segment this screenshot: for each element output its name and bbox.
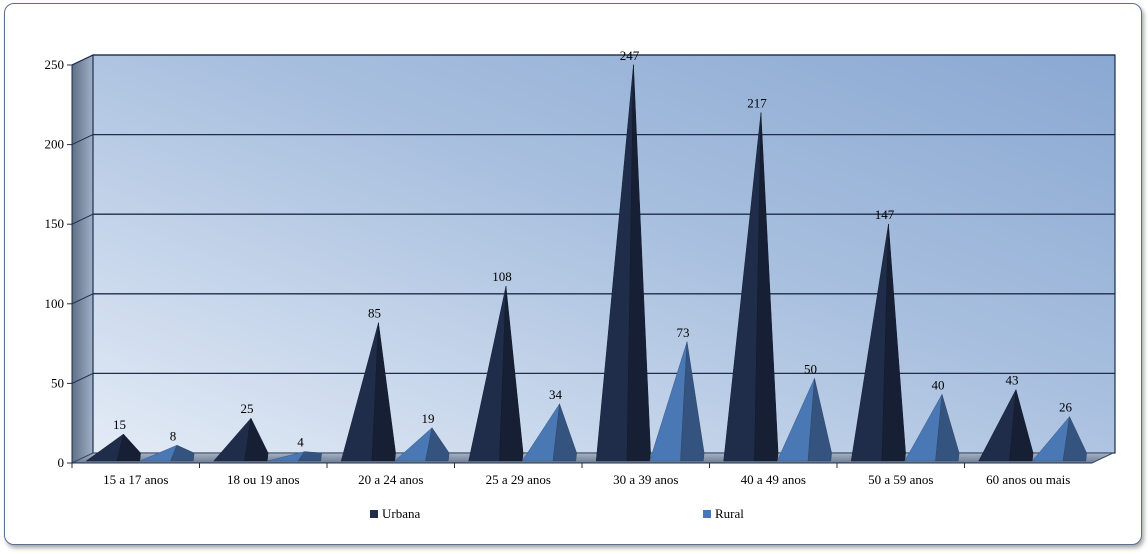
pyramids — [85, 64, 1087, 462]
pyramid-side-rural-1 — [297, 451, 322, 462]
data-label-rural-6: 40 — [932, 377, 945, 392]
y-tick-label: 250 — [45, 57, 65, 72]
data-label-rural-5: 50 — [804, 361, 817, 376]
legend-swatch-urbana — [370, 510, 378, 518]
pyramid-side-rural-0 — [170, 444, 195, 462]
y-tick-label: 50 — [51, 375, 64, 390]
legend-label-rural: Rural — [715, 506, 744, 521]
pyramid-side-rural-6 — [935, 394, 960, 462]
data-label-rural-4: 73 — [677, 325, 690, 340]
legend: Urbana Rural — [370, 506, 744, 521]
data-label-rural-1: 4 — [297, 435, 304, 450]
y-tick-label: 100 — [45, 296, 65, 311]
data-labels: 15 25 85 108 247 217 147 43 8 4 19 34 73 50 40 26 — [113, 48, 1073, 450]
pyramid-side-rural-3 — [552, 403, 577, 462]
data-label-rural-0: 8 — [170, 428, 177, 443]
pyramid-side-rural-7 — [1062, 415, 1087, 462]
pyramid-side-urbana-7 — [1009, 389, 1034, 462]
gridline-side — [71, 54, 94, 66]
data-label-urbana-2: 85 — [368, 306, 381, 321]
pyramid-side-rural-5 — [807, 378, 832, 462]
pyramid-side-urbana-4 — [626, 64, 651, 462]
data-label-urbana-6: 147 — [875, 207, 895, 222]
x-tick-label: 60 anos ou mais — [986, 472, 1070, 487]
data-label-urbana-5: 217 — [747, 96, 767, 111]
data-label-urbana-1: 25 — [240, 401, 253, 416]
pyramid-side-urbana-1 — [244, 417, 269, 462]
x-tick-label: 40 a 49 anos — [741, 472, 806, 487]
y-tick-label: 200 — [45, 137, 65, 152]
y-tick-label: 150 — [45, 216, 65, 231]
data-label-urbana-7: 43 — [1005, 373, 1018, 388]
x-tick-label: 50 a 59 anos — [868, 472, 933, 487]
pyramid-side-urbana-2 — [371, 322, 396, 462]
axes: 0 50 100 150 200 250 15 a 17 anos 18 ou 19 anos… — [45, 54, 1116, 487]
gridline-side — [71, 372, 94, 384]
data-label-rural-7: 26 — [1059, 400, 1073, 415]
pyramid-side-urbana-3 — [499, 286, 524, 462]
x-tick-label: 18 ou 19 anos — [227, 472, 300, 487]
gridline-side — [71, 134, 94, 146]
data-label-urbana-4: 247 — [620, 48, 640, 63]
x-tick-label: 20 a 24 anos — [358, 472, 423, 487]
data-label-urbana-0: 15 — [113, 417, 126, 432]
legend-label-urbana: Urbana — [382, 506, 420, 521]
pyramid-side-urbana-0 — [116, 433, 141, 462]
data-label-urbana-3: 108 — [492, 269, 512, 284]
pyramid-side-rural-2 — [425, 427, 450, 462]
x-tick-label: 25 a 29 anos — [486, 472, 551, 487]
x-tick-label: 15 a 17 anos — [103, 472, 168, 487]
y-tick-label: 0 — [58, 455, 65, 470]
legend-swatch-rural — [703, 510, 711, 518]
x-tick-label: 30 a 39 anos — [613, 472, 678, 487]
pyramid-side-urbana-6 — [881, 223, 906, 462]
pyramid-side-urbana-5 — [754, 112, 779, 462]
gridline-side — [71, 213, 94, 225]
side-wall — [71, 54, 94, 464]
data-label-rural-3: 34 — [549, 387, 563, 402]
pyramid-side-rural-4 — [680, 341, 705, 462]
data-label-rural-2: 19 — [422, 411, 435, 426]
gridline-side — [71, 293, 94, 305]
